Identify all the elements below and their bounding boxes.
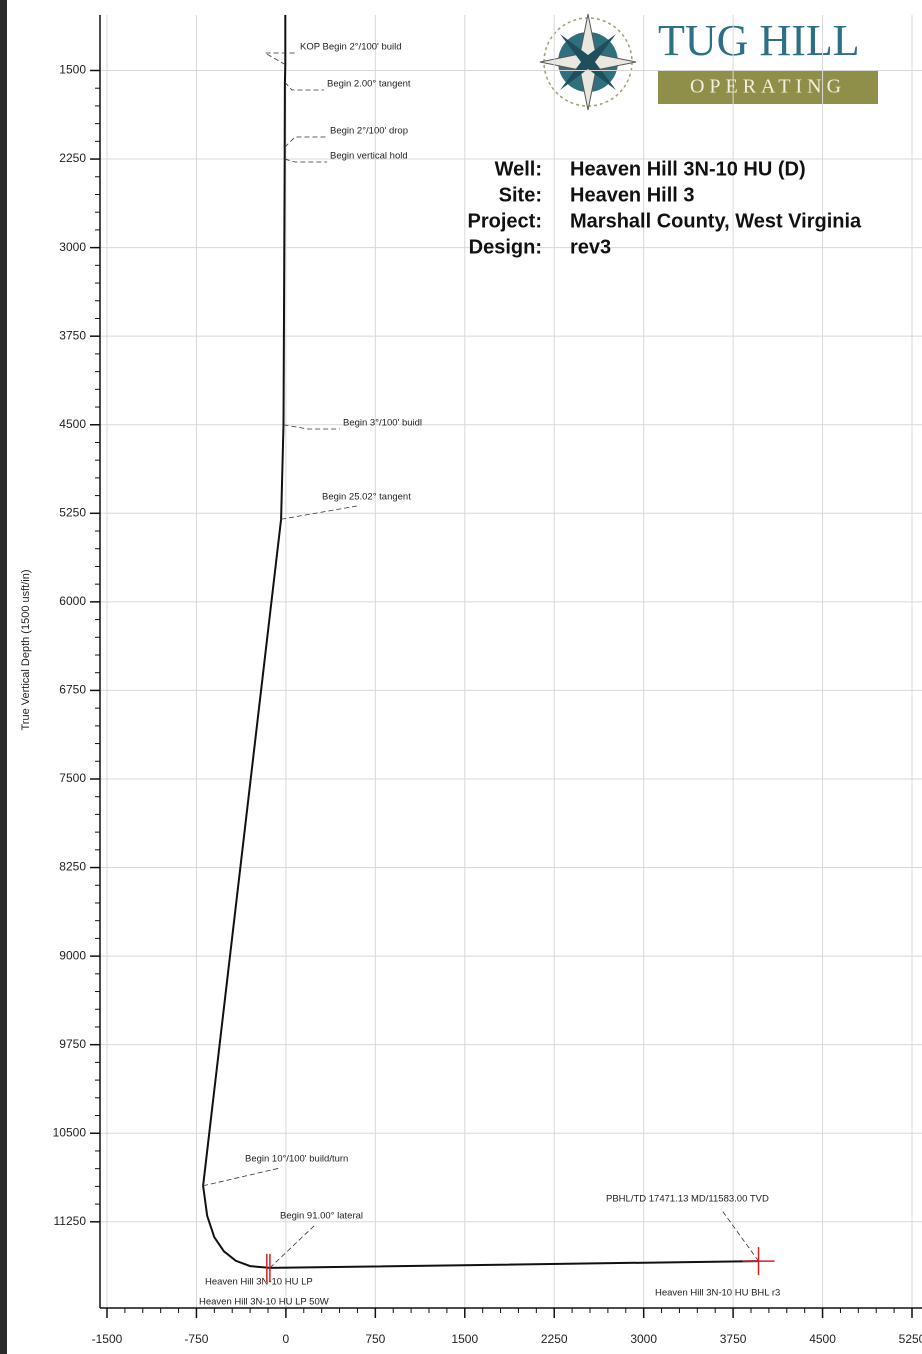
info-value: Heaven Hill 3N-10 HU (D) <box>570 158 806 180</box>
well-path <box>202 15 759 1269</box>
y-tick-label: 10500 <box>53 1125 87 1139</box>
info-label: Project: <box>468 210 542 232</box>
logo-name: TUG HILL <box>658 16 860 65</box>
x-tick-label: 2250 <box>541 1332 568 1346</box>
y-tick-label: 9000 <box>59 948 86 962</box>
leader-line <box>281 505 358 520</box>
x-tick-label: 5250 <box>899 1332 922 1346</box>
target-label: Heaven Hill 3N-10 HU LP 50W <box>199 1297 329 1308</box>
annotation: Begin 25.02° tangent <box>322 492 411 503</box>
x-tick-label: 3000 <box>630 1332 657 1346</box>
leader-line <box>263 52 297 65</box>
y-tick-label: 2250 <box>59 151 86 165</box>
leader-line <box>284 158 327 163</box>
info-label: Design: <box>469 236 542 258</box>
logo-compass <box>560 34 616 90</box>
info-label: Site: <box>499 184 542 206</box>
leader-line <box>284 136 327 148</box>
info-value: Heaven Hill 3 <box>570 184 695 206</box>
y-tick-label: 3750 <box>59 328 86 342</box>
y-tick-label: 6000 <box>59 594 86 608</box>
annotation: Begin 2.00° tangent <box>327 79 411 90</box>
x-tick-label: 750 <box>365 1332 385 1346</box>
logo-tagline: OPERATING <box>690 76 846 98</box>
y-tick-label: 8250 <box>59 860 86 874</box>
target-label: Heaven Hill 3N-10 HU LP <box>205 1277 313 1288</box>
y-tick-label: 7500 <box>59 771 86 785</box>
x-tick-label: 3750 <box>720 1332 747 1346</box>
y-tick-label: 11250 <box>54 1214 87 1228</box>
annotation: Begin 3°/100' buidl <box>343 418 422 429</box>
x-tick-label: -1500 <box>92 1332 123 1346</box>
info-value: Marshall County, West Virginia <box>570 210 862 232</box>
annotation: Begin 2°/100' drop <box>330 126 408 137</box>
y-tick-label: 4500 <box>59 417 86 431</box>
annotation: PBHL/TD 17471.13 MD/11583.00 TVD <box>606 1194 769 1205</box>
info-label: Well: <box>495 158 542 180</box>
x-tick-label: 0 <box>283 1332 290 1346</box>
scan-edge <box>0 0 7 1354</box>
info-value: rev3 <box>570 236 611 258</box>
leader-line <box>203 1167 281 1187</box>
leader-line <box>283 424 340 430</box>
logo: TUG HILL OPERATING <box>539 13 878 111</box>
leader-line <box>720 1208 759 1262</box>
y-tick-label: 5250 <box>59 505 86 519</box>
y-tick-label: 1500 <box>59 63 86 77</box>
annotation: Begin 10°/100' build/turn <box>245 1154 348 1165</box>
annotation: KOP Begin 2°/100' build <box>300 42 402 53</box>
y-tick-label: 3000 <box>59 240 86 254</box>
annotation: Begin 91.00° lateral <box>280 1211 363 1222</box>
logo-band <box>658 71 878 104</box>
annotation: Begin vertical hold <box>330 151 408 162</box>
leader-line <box>284 82 324 91</box>
x-tick-label: 4500 <box>809 1332 836 1346</box>
x-tick-label: 1500 <box>451 1332 478 1346</box>
target-label: Heaven Hill 3N-10 HU BHL r3 <box>655 1288 780 1299</box>
y-axis-label: True Vertical Depth (1500 usft/in) <box>20 569 32 730</box>
y-tick-label: 9750 <box>59 1037 86 1051</box>
y-tick-label: 6750 <box>59 683 86 697</box>
x-tick-label: -750 <box>184 1332 208 1346</box>
grid <box>100 15 922 1308</box>
leader-line <box>269 1224 316 1269</box>
